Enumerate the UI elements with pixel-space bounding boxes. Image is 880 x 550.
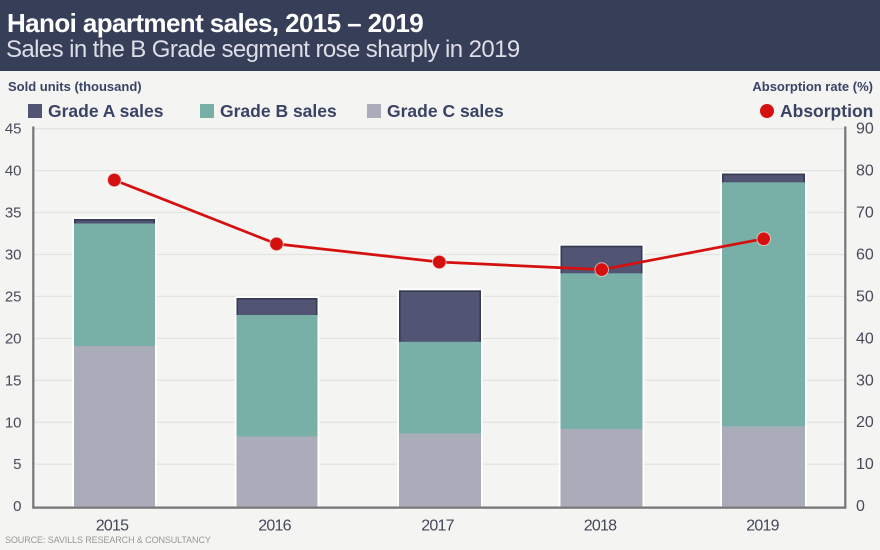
svg-text:30: 30 — [5, 247, 22, 264]
svg-text:0: 0 — [856, 498, 865, 515]
svg-text:40: 40 — [5, 163, 22, 180]
svg-text:15: 15 — [5, 372, 22, 389]
svg-text:45: 45 — [5, 121, 22, 138]
svg-text:10: 10 — [5, 414, 22, 431]
svg-text:35: 35 — [5, 205, 22, 222]
svg-text:2017: 2017 — [421, 518, 454, 535]
svg-text:0: 0 — [13, 498, 21, 515]
svg-text:80: 80 — [856, 163, 874, 180]
svg-text:50: 50 — [856, 288, 874, 305]
svg-text:25: 25 — [5, 288, 22, 305]
svg-text:30: 30 — [856, 372, 874, 389]
svg-text:70: 70 — [856, 205, 874, 222]
svg-text:60: 60 — [856, 246, 874, 263]
svg-text:20: 20 — [856, 414, 874, 431]
svg-text:40: 40 — [856, 330, 874, 347]
svg-text:90: 90 — [856, 121, 874, 138]
svg-text:2018: 2018 — [584, 518, 617, 535]
svg-text:2019: 2019 — [746, 518, 779, 535]
svg-text:2016: 2016 — [258, 518, 291, 535]
svg-text:5: 5 — [13, 456, 21, 473]
svg-text:2015: 2015 — [96, 518, 129, 535]
svg-text:10: 10 — [856, 456, 874, 473]
svg-text:20: 20 — [5, 330, 22, 347]
